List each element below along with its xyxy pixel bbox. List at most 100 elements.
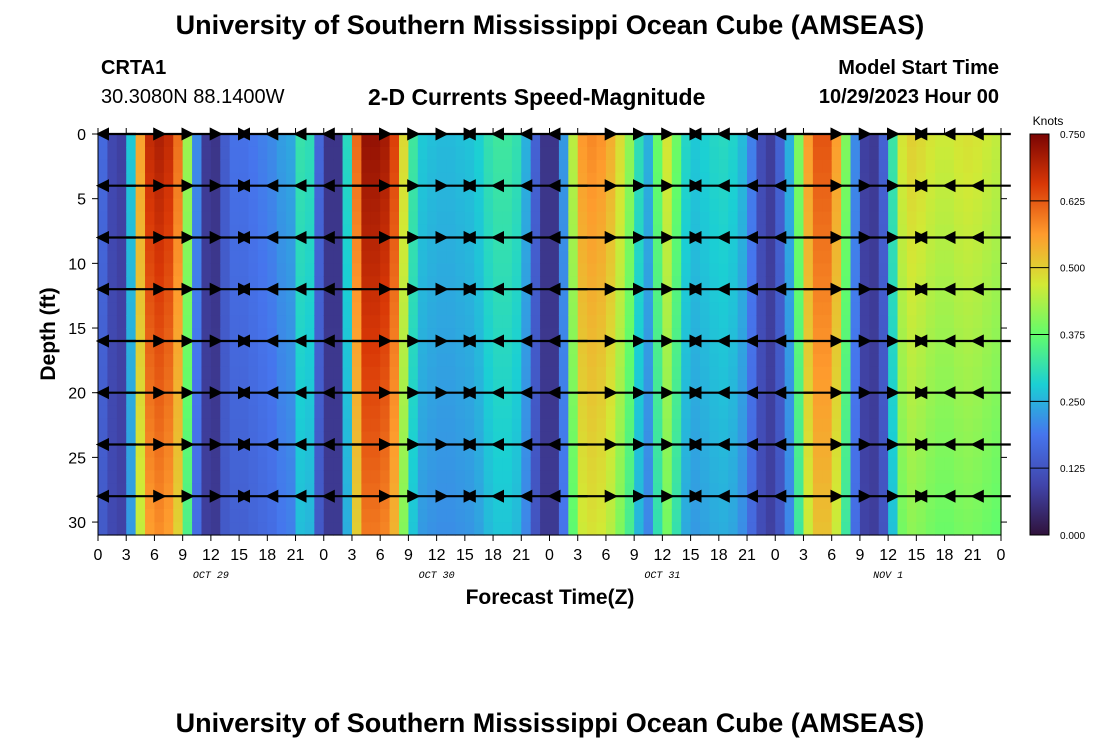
heatmap-cell bbox=[587, 470, 598, 484]
heatmap-cell bbox=[145, 483, 156, 497]
heatmap-cell bbox=[464, 276, 475, 290]
heatmap-cell bbox=[652, 483, 663, 497]
heatmap-cell bbox=[464, 159, 475, 174]
heatmap-cell bbox=[944, 366, 955, 381]
heatmap-cell bbox=[859, 146, 870, 161]
heatmap-cell bbox=[107, 522, 118, 536]
heatmap-cell bbox=[784, 457, 795, 471]
heatmap-cell bbox=[521, 392, 532, 407]
heatmap-cell bbox=[361, 315, 372, 329]
heatmap-cell bbox=[596, 146, 607, 161]
heatmap-cell bbox=[107, 496, 118, 510]
heatmap-cell bbox=[210, 379, 221, 394]
heatmap-cell bbox=[145, 431, 156, 446]
heatmap-cell bbox=[135, 509, 146, 523]
heatmap-cell bbox=[295, 379, 306, 394]
heatmap-cell bbox=[869, 159, 880, 174]
colorbar-tick-label: 0.375 bbox=[1060, 331, 1085, 342]
heatmap-cell bbox=[812, 496, 823, 510]
heatmap-cell bbox=[888, 366, 899, 381]
heatmap-cell bbox=[587, 198, 598, 213]
heatmap-cell bbox=[210, 353, 221, 368]
heatmap-cell bbox=[304, 353, 315, 368]
heatmap-cell bbox=[380, 379, 391, 394]
heatmap-cell bbox=[822, 185, 833, 200]
heatmap-cell bbox=[784, 159, 795, 174]
heatmap-cell bbox=[483, 315, 494, 329]
heatmap-cell bbox=[906, 496, 917, 510]
heatmap-cell bbox=[605, 470, 616, 484]
heatmap-cell bbox=[210, 496, 221, 510]
heatmap-cell bbox=[822, 328, 833, 342]
heatmap-cell bbox=[304, 509, 315, 523]
heatmap-cell bbox=[436, 198, 447, 213]
heatmap-cell bbox=[784, 496, 795, 510]
heatmap-cell bbox=[304, 146, 315, 161]
heatmap-cell bbox=[530, 444, 541, 458]
heatmap-cell bbox=[474, 134, 485, 148]
heatmap-cell bbox=[417, 431, 428, 446]
heatmap-cell bbox=[972, 198, 983, 213]
heatmap-cell bbox=[145, 340, 156, 355]
heatmap-cell bbox=[464, 198, 475, 213]
heatmap-cell bbox=[474, 172, 485, 187]
heatmap-cell bbox=[671, 315, 682, 329]
heatmap-cell bbox=[502, 250, 513, 264]
heatmap-cell bbox=[634, 211, 645, 226]
heatmap-cell bbox=[521, 198, 532, 213]
heatmap-cell bbox=[163, 392, 174, 407]
heatmap-cell bbox=[107, 134, 118, 148]
heatmap-cell bbox=[116, 431, 127, 446]
heatmap-cell bbox=[182, 444, 193, 458]
heatmap-cell bbox=[173, 263, 184, 277]
heatmap-cell bbox=[502, 496, 513, 510]
heatmap-cell bbox=[370, 185, 381, 200]
y-tick-label: 10 bbox=[68, 256, 86, 273]
heatmap-cell bbox=[210, 289, 221, 303]
heatmap-cell bbox=[540, 470, 551, 484]
heatmap-cell bbox=[267, 470, 278, 484]
heatmap-cell bbox=[239, 263, 250, 277]
heatmap-cell bbox=[389, 379, 400, 394]
heatmap-cell bbox=[98, 302, 109, 316]
heatmap-cell bbox=[361, 444, 372, 458]
heatmap-cell bbox=[643, 405, 654, 420]
heatmap-cell bbox=[502, 483, 513, 497]
heatmap-cell bbox=[493, 315, 504, 329]
heatmap-cell bbox=[869, 509, 880, 523]
heatmap-cell bbox=[737, 250, 748, 264]
heatmap-cell bbox=[511, 289, 522, 303]
heatmap-cell bbox=[201, 379, 212, 394]
heatmap-cell bbox=[897, 302, 908, 316]
heatmap-cell bbox=[605, 276, 616, 290]
heatmap-cell bbox=[201, 431, 212, 446]
heatmap-cell bbox=[972, 185, 983, 200]
heatmap-cell bbox=[728, 431, 739, 446]
heatmap-cell bbox=[446, 224, 457, 239]
heatmap-cell bbox=[897, 198, 908, 213]
heatmap-cell bbox=[634, 198, 645, 213]
heatmap-cell bbox=[351, 185, 362, 200]
heatmap-cell bbox=[671, 366, 682, 381]
heatmap-cell bbox=[634, 250, 645, 264]
heatmap-cell bbox=[380, 457, 391, 471]
heatmap-cell bbox=[831, 418, 842, 433]
heatmap-cell bbox=[427, 198, 438, 213]
heatmap-cell bbox=[314, 224, 325, 239]
heatmap-cell bbox=[624, 185, 635, 200]
heatmap-cell bbox=[812, 172, 823, 187]
heatmap-cell bbox=[182, 289, 193, 303]
heatmap-cell bbox=[869, 211, 880, 226]
heatmap-cell bbox=[295, 353, 306, 368]
heatmap-cell bbox=[408, 302, 419, 316]
heatmap-cell bbox=[888, 315, 899, 329]
heatmap-cell bbox=[399, 496, 410, 510]
heatmap-cell bbox=[906, 159, 917, 174]
heatmap-cell bbox=[295, 211, 306, 226]
heatmap-cell bbox=[276, 328, 287, 342]
heatmap-cell bbox=[794, 431, 805, 446]
heatmap-cell bbox=[841, 444, 852, 458]
heatmap-cell bbox=[859, 302, 870, 316]
heatmap-cell bbox=[681, 483, 692, 497]
heatmap-cell bbox=[549, 289, 560, 303]
